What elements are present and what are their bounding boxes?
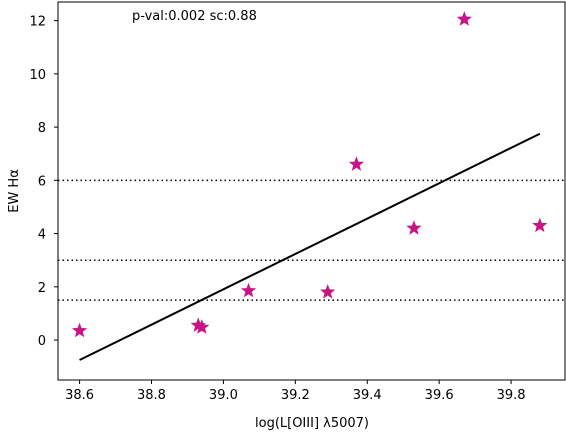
reference-lines	[58, 179, 565, 301]
data-point-star	[532, 217, 548, 233]
y-tick-label: 12	[29, 15, 46, 30]
y-tick-label: 6	[38, 174, 46, 189]
x-tick-label: 39.0	[209, 388, 238, 403]
y-tick-label: 10	[29, 68, 46, 83]
x-tick-label: 38.8	[137, 388, 166, 403]
y-axis-label: EW Hα	[7, 169, 22, 213]
data-point-star	[240, 282, 257, 298]
data-point-star	[320, 284, 336, 299]
y-axis-ticks: 0 2 4 6 8 10 12	[29, 15, 58, 349]
y-tick-label: 0	[38, 334, 46, 349]
x-tick-label: 38.6	[65, 388, 94, 403]
plot-area	[57, 1, 566, 381]
x-tick-label: 39.8	[497, 388, 526, 403]
data-point-star	[406, 220, 422, 235]
y-tick-label: 8	[38, 121, 46, 136]
data-point-star	[71, 322, 88, 338]
x-tick-label: 39.6	[425, 388, 454, 403]
x-axis-ticks: 38.6 38.8 39.0 39.2 39.4 39.6 39.8	[65, 380, 526, 403]
data-point-star	[194, 319, 210, 334]
annotation-text: p-val:0.002 sc:0.88	[132, 9, 257, 24]
data-point-star	[348, 156, 365, 171]
x-tick-label: 39.2	[281, 388, 310, 403]
data-point-star	[456, 11, 472, 26]
y-tick-label: 2	[38, 281, 46, 296]
fit-line-layer	[79, 132, 541, 361]
data-points	[71, 11, 548, 338]
fit-line	[79, 132, 541, 361]
x-tick-label: 39.4	[353, 388, 382, 403]
y-tick-label: 4	[38, 228, 46, 243]
x-axis-label: log(L[OIII] λ5007)	[255, 416, 369, 431]
